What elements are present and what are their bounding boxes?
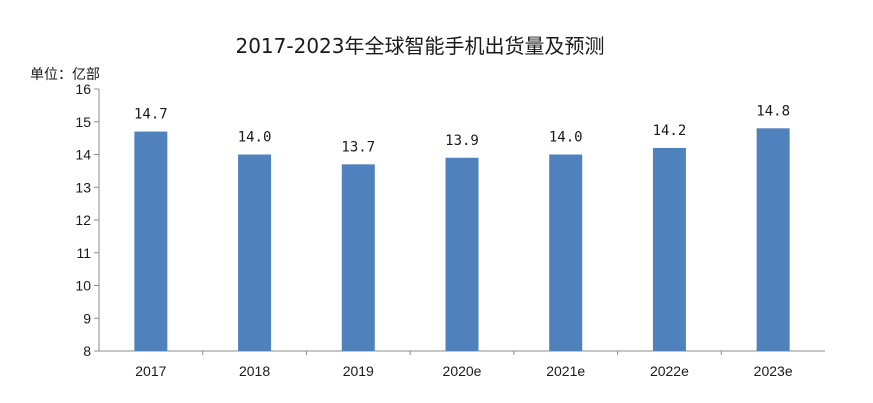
x-tick-label-2021e: 2021e bbox=[546, 363, 585, 379]
y-tick-label: 11 bbox=[76, 245, 91, 261]
chart-title: 2017-2023年全球智能手机出货量及预测 bbox=[235, 34, 604, 58]
bar-2017 bbox=[134, 131, 168, 351]
y-axis: 8 9 10 11 12 13 14 15 16 bbox=[75, 81, 100, 359]
value-label-2022e: 14.2 bbox=[653, 123, 687, 139]
value-label-2020e: 13.9 bbox=[445, 133, 479, 149]
x-tick-label-2023e: 2023e bbox=[754, 363, 793, 379]
y-tick-label: 8 bbox=[83, 343, 91, 359]
value-labels: 14.7 14.0 13.7 13.9 14.0 14.2 14.8 bbox=[134, 103, 790, 155]
y-tick-label: 9 bbox=[83, 310, 91, 326]
y-tick-label: 12 bbox=[75, 212, 91, 228]
value-label-2018: 14.0 bbox=[238, 130, 272, 146]
bar-2018 bbox=[238, 154, 272, 351]
y-tick-label: 10 bbox=[75, 278, 91, 294]
unit-label: 单位：亿部 bbox=[30, 67, 100, 83]
bar-2023e bbox=[756, 128, 790, 351]
y-tick-label: 15 bbox=[75, 114, 91, 130]
y-tick-label: 14 bbox=[75, 147, 91, 163]
x-tick-label-2019: 2019 bbox=[343, 363, 374, 379]
value-label-2017: 14.7 bbox=[134, 107, 168, 123]
value-label-2023e: 14.8 bbox=[756, 103, 790, 119]
x-tick-label-2018: 2018 bbox=[239, 363, 270, 379]
x-axis: 2017 2018 2019 2020e 2021e 2022e 2023e bbox=[99, 350, 825, 379]
x-tick-label-2022e: 2022e bbox=[650, 363, 689, 379]
bar-2020e bbox=[445, 157, 479, 351]
x-tick-label-2020e: 2020e bbox=[443, 363, 482, 379]
bars bbox=[134, 128, 790, 351]
x-tick-label-2017: 2017 bbox=[135, 363, 166, 379]
bar-2021e bbox=[549, 154, 583, 351]
y-tick-label: 13 bbox=[75, 179, 91, 195]
bar-2019 bbox=[341, 164, 375, 351]
value-label-2019: 13.7 bbox=[341, 139, 375, 155]
bar-2022e bbox=[652, 147, 686, 351]
value-label-2021e: 14.0 bbox=[549, 130, 583, 146]
y-tick-label: 16 bbox=[75, 81, 91, 97]
